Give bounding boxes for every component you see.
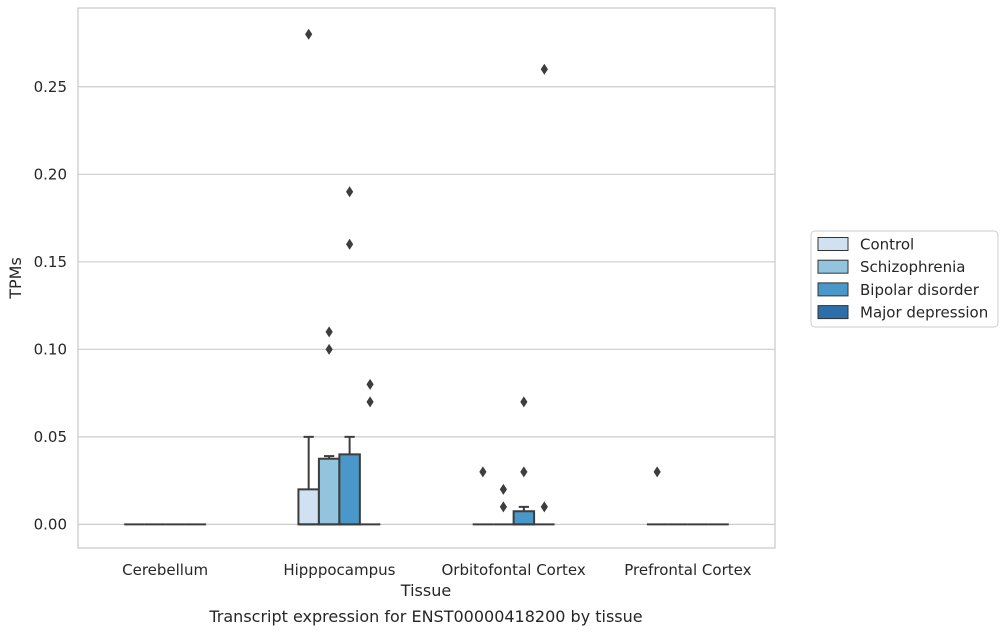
outlier-point xyxy=(366,396,374,408)
box-body xyxy=(317,457,341,526)
boxes xyxy=(124,435,729,526)
box xyxy=(338,435,361,526)
x-tick-label: Hipppocampus xyxy=(283,561,395,579)
x-tick-label: Orbitofontal Cortex xyxy=(442,561,586,579)
x-axis-title: Tissue xyxy=(400,581,451,600)
outlier-point xyxy=(346,238,354,250)
legend: Control Schizophrenia Bipolar disorder Majo… xyxy=(810,230,999,328)
outlier-point xyxy=(325,326,333,338)
box xyxy=(512,505,536,526)
y-tick-label: 0.10 xyxy=(34,340,67,358)
outlier-point xyxy=(540,501,548,513)
y-tick-label: 0.25 xyxy=(34,78,67,96)
outlier-point xyxy=(499,483,507,495)
outlier-point xyxy=(305,28,313,40)
legend-swatch xyxy=(817,259,849,274)
plot-area-border xyxy=(77,7,776,549)
box xyxy=(297,435,320,526)
outlier-point xyxy=(366,378,374,390)
y-axis-title: TPMs xyxy=(6,257,25,300)
legend-swatch xyxy=(817,282,849,297)
box-body xyxy=(512,510,536,526)
box xyxy=(317,455,341,526)
legend-swatch xyxy=(817,237,849,251)
legend-label: Control xyxy=(860,236,914,254)
x-tick-label: Prefrontal Cortex xyxy=(624,561,751,579)
y-tick-labels: 0.00 0.05 0.10 0.15 0.20 0.25 xyxy=(34,78,67,534)
box-body xyxy=(338,453,361,526)
outlier-point xyxy=(520,466,528,478)
x-tick-labels: Cerebellum Hipppocampus Orbitofontal Corte… xyxy=(122,561,751,579)
outlier-point xyxy=(325,343,333,355)
y-tick-label: 0.00 xyxy=(34,515,67,533)
legend-label: Major depression xyxy=(860,304,988,322)
y-tick-label: 0.20 xyxy=(34,165,67,183)
outlier-point xyxy=(346,186,354,198)
chart-caption: Transcript expression for ENST0000041820… xyxy=(208,607,642,626)
outlier-point xyxy=(653,466,661,478)
outliers xyxy=(305,28,661,513)
outlier-point xyxy=(540,63,548,75)
y-tick-label: 0.05 xyxy=(34,428,67,446)
legend-label: Schizophrenia xyxy=(860,258,965,276)
outlier-point xyxy=(499,501,507,513)
plot-area-background xyxy=(78,8,775,548)
legend-label: Bipolar disorder xyxy=(860,281,980,299)
outlier-point xyxy=(479,466,487,478)
outlier-point xyxy=(520,396,528,408)
box-body xyxy=(297,488,320,526)
y-tick-label: 0.15 xyxy=(34,253,67,271)
legend-swatch xyxy=(817,305,849,320)
x-tick-label: Cerebellum xyxy=(122,561,208,579)
legend-frame xyxy=(810,230,999,328)
